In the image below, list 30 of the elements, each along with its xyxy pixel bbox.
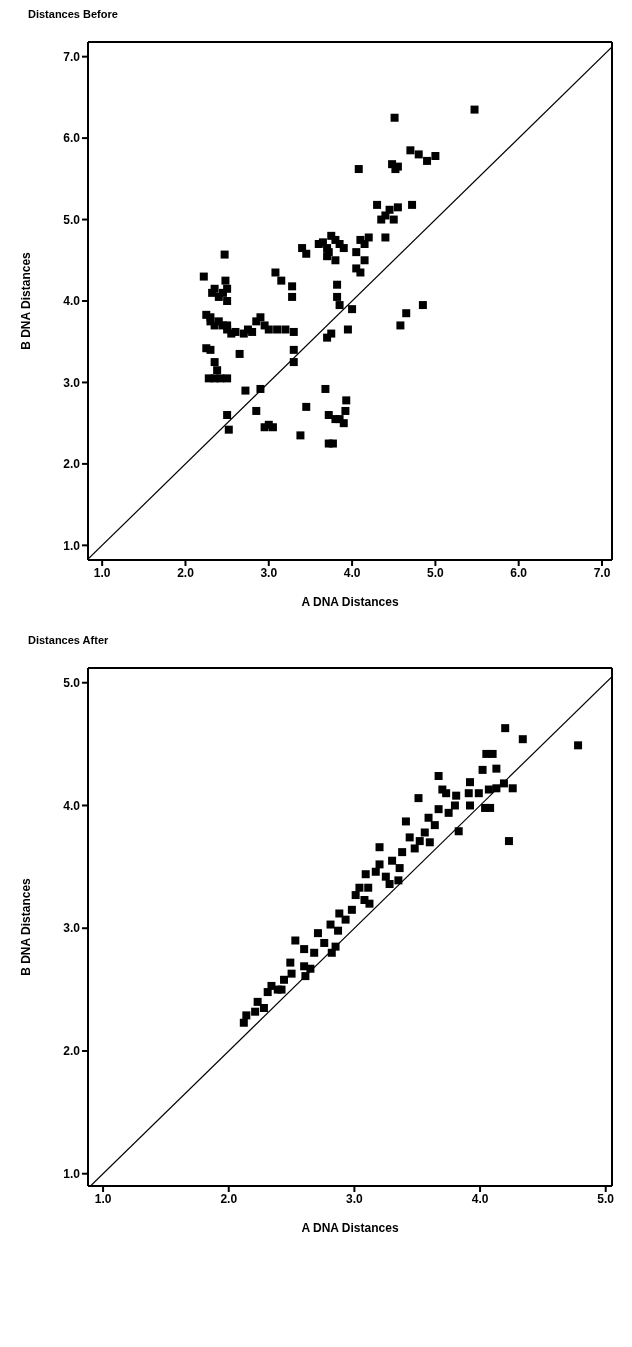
- x-tick-label: 4.0: [471, 1191, 489, 1206]
- y-tick-label: 5.0: [63, 675, 81, 690]
- y-tick-label: 2.0: [63, 1044, 81, 1059]
- x-tick-label: 1.0: [94, 1191, 112, 1206]
- x-tick-label: 2.0: [177, 565, 195, 580]
- x-axis-title: A DNA Distances: [301, 1221, 399, 1235]
- y-tick-label: 5.0: [63, 212, 81, 227]
- x-tick-label: 5.0: [427, 565, 445, 580]
- y-tick-label: 2.0: [63, 457, 81, 472]
- y-axis-title: B DNA Distances: [19, 251, 34, 350]
- x-tick-label: 3.0: [346, 1191, 364, 1206]
- y-tick-label: 6.0: [63, 131, 81, 146]
- x-tick-label: 6.0: [510, 565, 528, 580]
- y-tick-label: 3.0: [63, 921, 81, 936]
- x-tick-label: 3.0: [260, 565, 278, 580]
- y-axis-title: B DNA Distances: [19, 877, 34, 976]
- y-tick-label: 3.0: [63, 375, 81, 390]
- y-tick-label: 4.0: [63, 294, 81, 309]
- x-tick-label: 4.0: [343, 565, 361, 580]
- x-tick-label: 7.0: [593, 565, 611, 580]
- chart-title: Distances Before: [28, 8, 119, 22]
- y-tick-label: 4.0: [63, 798, 81, 813]
- x-axis-title: A DNA Distances: [301, 595, 399, 609]
- y-tick-label: 1.0: [63, 1166, 81, 1181]
- chart-title: Distances After: [28, 634, 110, 648]
- y-tick-label: 7.0: [63, 49, 81, 64]
- y-tick-label: 1.0: [63, 538, 81, 553]
- x-tick-label: 5.0: [597, 1191, 615, 1206]
- x-tick-label: 2.0: [220, 1191, 238, 1206]
- x-tick-label: 1.0: [93, 565, 111, 580]
